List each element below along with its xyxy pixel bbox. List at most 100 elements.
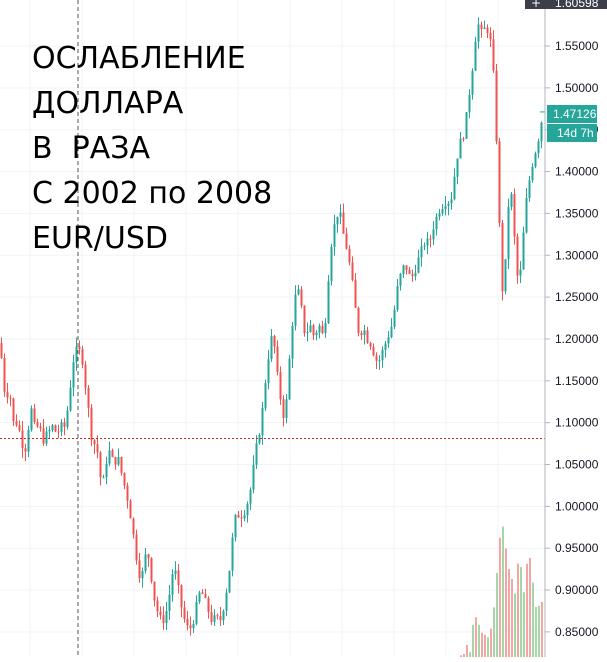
- candle-body: [396, 285, 399, 310]
- candle-body: [75, 346, 78, 363]
- candle-body: [477, 24, 480, 42]
- candle-body: [366, 330, 369, 344]
- candle-body: [327, 281, 330, 324]
- candle-body: [480, 24, 483, 29]
- volume-bar: [466, 644, 468, 657]
- candle-body: [471, 70, 474, 95]
- candle-body: [297, 289, 300, 295]
- candle-body: [228, 570, 231, 593]
- candle-body: [225, 592, 228, 611]
- volume-bar: [484, 634, 486, 657]
- plus-icon[interactable]: +: [531, 0, 541, 10]
- candle-body: [381, 349, 384, 361]
- candle-body: [93, 440, 96, 445]
- candle-body: [240, 517, 243, 519]
- candle-body: [21, 430, 24, 449]
- volume-bar: [502, 526, 504, 657]
- candle-body: [276, 346, 279, 372]
- candle-body: [324, 323, 327, 334]
- candle-body: [321, 325, 324, 334]
- candle-body: [132, 518, 135, 535]
- last-price-label: 1.47126: [553, 107, 597, 121]
- candle-body: [186, 618, 189, 626]
- candle-body: [195, 601, 198, 624]
- candle-body: [207, 597, 210, 613]
- candle-body: [408, 269, 411, 274]
- candle-body: [174, 570, 177, 575]
- candle-body: [12, 398, 15, 422]
- price-scale[interactable]: [545, 0, 607, 657]
- volume-bar: [460, 655, 462, 657]
- candle-body: [315, 332, 318, 336]
- candle-body: [486, 27, 489, 34]
- tick-label-9: 1.10000: [555, 416, 599, 430]
- candle-body: [459, 138, 462, 159]
- candle-body: [42, 428, 45, 444]
- candle-body: [474, 41, 477, 71]
- candle-body: [144, 554, 147, 571]
- candle-body: [462, 138, 465, 140]
- candle-body: [414, 272, 417, 277]
- candle-body: [117, 456, 120, 465]
- candle-body: [18, 425, 21, 431]
- candle-body: [261, 407, 264, 436]
- candle-body: [510, 194, 513, 207]
- volume-bar: [493, 607, 495, 657]
- candle-body: [351, 262, 354, 281]
- volume-bar: [526, 563, 528, 657]
- candle-body: [108, 450, 111, 464]
- candle-body: [384, 343, 387, 350]
- annotation-line-5: EUR/USD: [32, 221, 168, 256]
- candle-body: [258, 435, 261, 444]
- annotation-line-4: С 2002 по 2008: [32, 176, 273, 211]
- candle-body: [387, 337, 390, 344]
- candle-body: [528, 180, 531, 198]
- volume-bar: [478, 624, 480, 657]
- candle-body: [198, 592, 201, 602]
- tick-label-13: 0.90000: [555, 583, 599, 597]
- candle-body: [306, 332, 309, 334]
- candle-body: [435, 216, 438, 230]
- countdown-label: 14d 7h: [557, 126, 594, 140]
- candle-body: [516, 236, 519, 276]
- annotation-line-2: ДОЛЛАРА: [32, 86, 184, 121]
- candle-body: [180, 585, 183, 608]
- candle-body: [48, 429, 51, 432]
- candle-body: [498, 141, 501, 223]
- candle-body: [162, 615, 165, 624]
- tick-label-3: 1.40000: [555, 165, 599, 179]
- crosshair-price-badge: [547, 0, 607, 9]
- annotation-line-3: В РАЗА: [32, 131, 151, 166]
- candle-body: [369, 343, 372, 347]
- candle-body: [147, 554, 150, 558]
- candle-body: [450, 199, 453, 204]
- candle-body: [222, 610, 225, 621]
- candle-body: [231, 537, 234, 571]
- candle-body: [63, 422, 66, 427]
- candle-body: [204, 593, 207, 598]
- crosshair-plus-box[interactable]: [525, 0, 547, 9]
- candle-body: [537, 141, 540, 154]
- candle-body: [429, 238, 432, 240]
- candle-body: [411, 273, 414, 277]
- candle-body: [345, 233, 348, 249]
- volume-bars: [460, 526, 543, 657]
- candle-body: [444, 205, 447, 210]
- candle-body: [219, 616, 222, 621]
- candle-body: [390, 326, 393, 338]
- tick-label-11: 1.00000: [555, 499, 599, 513]
- volume-bar: [517, 563, 519, 657]
- candle-body: [483, 27, 486, 29]
- candle-body: [243, 515, 246, 519]
- candle-body: [54, 425, 57, 432]
- candle-body: [114, 456, 117, 465]
- candle-body: [3, 357, 6, 392]
- candle-body: [468, 94, 471, 113]
- candle-body: [66, 410, 69, 427]
- candle-body: [453, 176, 456, 200]
- last-price-badge: [547, 105, 597, 123]
- candle-body: [51, 425, 54, 430]
- candle-body: [60, 422, 63, 432]
